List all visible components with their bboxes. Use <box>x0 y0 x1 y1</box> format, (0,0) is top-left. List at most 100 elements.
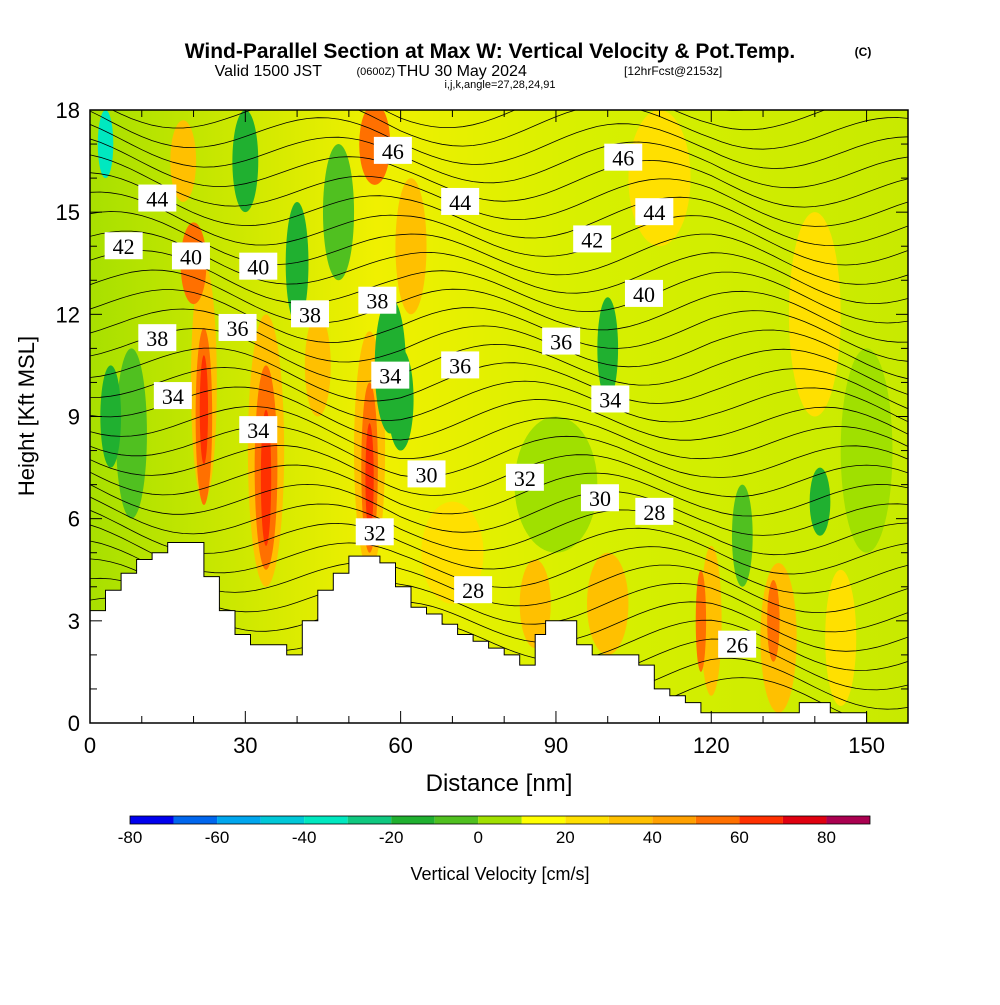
contour-label-box <box>591 385 630 413</box>
velocity-cell <box>285 201 309 325</box>
contour-label: 34 <box>239 416 278 444</box>
contour-label: 46 <box>604 143 643 171</box>
valid-line: Valid 1500 JST (0600Z) THU 30 May 2024 [… <box>215 63 723 80</box>
colorbar-segment <box>304 816 348 824</box>
contour-label-text: 38 <box>299 302 321 327</box>
theta-contour <box>90 230 908 305</box>
contour-label-box <box>138 324 177 352</box>
contour-label-text: 38 <box>146 326 168 351</box>
colorbar-segment <box>347 816 392 824</box>
contour-label: 36 <box>441 351 480 379</box>
contour-label-text: 28 <box>643 500 665 525</box>
contour-label-box <box>239 252 278 280</box>
chart-title: Wind-Parallel Section at Max W: Vertical… <box>185 40 796 63</box>
y-tick-label: 15 <box>56 200 80 225</box>
theta-contour <box>90 445 908 498</box>
contour-label: 28 <box>454 576 493 604</box>
colorbar-segment <box>695 816 740 824</box>
contour-label-box <box>441 351 480 379</box>
grid-indices: i,j,k,angle=27,28,24,91 <box>444 79 555 91</box>
velocity-cell <box>767 579 780 662</box>
theta-contour <box>111 110 908 150</box>
contour-label-box <box>635 497 674 525</box>
contour-label: 42 <box>573 225 612 253</box>
valid-utc: (0600Z) <box>356 66 395 78</box>
velocity-cell <box>519 559 551 649</box>
theta-contour <box>90 347 908 410</box>
velocity-cell <box>514 416 598 553</box>
contour-label-box <box>604 143 643 171</box>
theta-contour <box>90 524 908 594</box>
valid-prefix: Valid 1500 JST <box>215 63 323 80</box>
theta-contour <box>90 172 908 247</box>
contour-label-text: 34 <box>379 364 401 389</box>
y-tick-label: 0 <box>68 711 80 736</box>
contour-label-text: 46 <box>382 139 404 164</box>
contour-label-box <box>454 576 493 604</box>
colorbar-tick-label: -60 <box>205 828 230 847</box>
colorbar-segment <box>782 816 827 824</box>
copyright-mark: (C) <box>855 45 872 59</box>
velocity-cell <box>395 178 427 315</box>
velocity-cell <box>304 314 331 417</box>
y-tick-label: 18 <box>56 98 80 123</box>
contour-label-text: 26 <box>726 633 748 658</box>
contour-label-text: 30 <box>416 462 438 487</box>
contour-label: 44 <box>635 198 674 226</box>
colorbar-tick-label: 80 <box>817 828 836 847</box>
colorbar-segment <box>521 816 566 824</box>
theta-contour <box>90 367 908 423</box>
colorbar-segment <box>608 816 653 824</box>
velocity-cell <box>232 110 259 213</box>
contour-label: 42 <box>104 232 143 260</box>
theta-contour <box>90 124 908 189</box>
contour-label-text: 38 <box>366 289 388 314</box>
contour-label-text: 40 <box>180 244 202 269</box>
valid-date: THU 30 May 2024 <box>397 63 527 80</box>
contour-label-box <box>441 187 480 215</box>
y-axis: 0 36 9 12 15 18 <box>56 98 908 736</box>
theta-contour <box>383 110 826 131</box>
colorbar: -80 -60 -40 -20 0 20 40 60 80 <box>118 815 871 847</box>
contour-label-box <box>358 286 397 314</box>
velocity-cell <box>587 552 629 655</box>
contour-label-box <box>153 382 192 410</box>
velocity-cell <box>628 110 691 247</box>
y-tick-label: 9 <box>68 405 80 430</box>
colorbar-tick-label: 60 <box>730 828 749 847</box>
colorbar-segment <box>260 816 305 824</box>
x-tick-label: 30 <box>233 733 257 758</box>
contour-label-text: 36 <box>227 316 249 341</box>
contour-label-box <box>138 184 177 212</box>
theta-contour <box>90 509 908 575</box>
contour-label-box <box>104 232 143 260</box>
contour-label: 32 <box>355 518 394 546</box>
contour-label-box <box>542 327 581 355</box>
y-tick-label: 6 <box>68 507 80 532</box>
velocity-cell <box>731 484 753 587</box>
theta-contour <box>90 154 908 227</box>
x-tick-label: 150 <box>848 733 885 758</box>
y-tick-label: 12 <box>56 302 80 327</box>
contour-label: 40 <box>239 252 278 280</box>
theta-contour <box>90 496 908 556</box>
theta-contour <box>90 250 908 324</box>
colorbar-segment <box>565 816 609 824</box>
contour-label: 34 <box>371 361 410 389</box>
colorbar-frame <box>129 815 871 825</box>
contour-label-text: 32 <box>514 466 536 491</box>
contour-label: 46 <box>373 136 412 164</box>
contour-label-text: 42 <box>113 234 135 259</box>
colorbar-segment <box>826 816 870 824</box>
contour-label-text: 28 <box>462 578 484 603</box>
theta-contour <box>90 211 908 285</box>
contour-label-text: 32 <box>364 520 386 545</box>
y-axis-label: Height [Kft MSL] <box>14 336 39 496</box>
contour-label-text: 46 <box>612 146 634 171</box>
colorbar-tick-label: -20 <box>379 828 404 847</box>
contour-label-text: 40 <box>247 255 269 280</box>
colorbar-tick-label: -40 <box>292 828 317 847</box>
contour-label: 32 <box>505 463 544 491</box>
contour-label: 38 <box>291 300 330 328</box>
